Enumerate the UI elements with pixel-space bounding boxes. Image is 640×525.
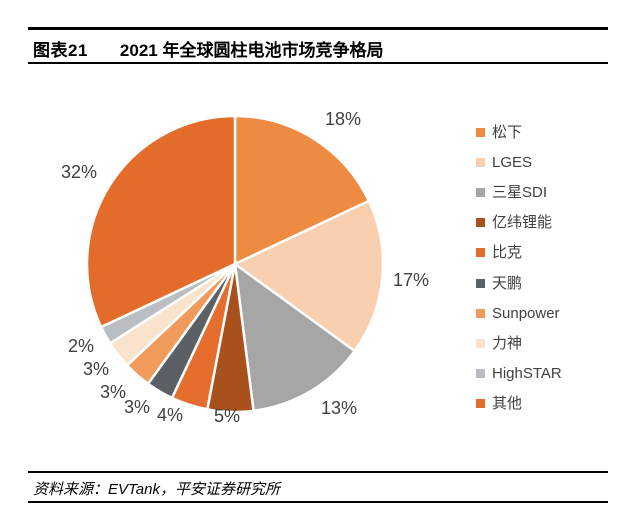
legend-swatch-icon bbox=[476, 248, 485, 258]
chart-legend: 松下 LGES 三星SDI 亿纬锂能比克天鹏 Sunpower 力神 HighSTAR 其他 bbox=[476, 117, 562, 419]
legend-item-天鹏: 天鹏 bbox=[476, 268, 562, 298]
legend-label: 比克 bbox=[492, 244, 523, 262]
slice-label-力神: 3% bbox=[82, 359, 110, 379]
title-divider-rule bbox=[28, 62, 608, 64]
slice-label-比克: 4% bbox=[156, 405, 184, 425]
legend-swatch-icon bbox=[476, 308, 485, 318]
figure-number: 图表21 bbox=[33, 41, 88, 60]
legend-label: LGES bbox=[492, 153, 533, 171]
figure-header: 图表21 2021 年全球圆柱电池市场竞争格局 bbox=[33, 36, 383, 61]
pie-slice-LGES bbox=[233, 199, 385, 353]
slice-label-其他: 32% bbox=[60, 162, 98, 182]
legend-swatch-icon bbox=[476, 187, 485, 197]
slice-label-三星SDI: 13% bbox=[320, 398, 358, 418]
legend-label: 其他 bbox=[492, 395, 523, 413]
legend-label: 力神 bbox=[492, 334, 523, 352]
legend-swatch-icon bbox=[476, 127, 485, 137]
slice-label-松下: 18% bbox=[324, 109, 362, 129]
legend-label: 松下 bbox=[492, 123, 523, 141]
legend-item-其他: 其他 bbox=[476, 389, 562, 419]
legend-label: 亿纬锂能 bbox=[492, 214, 553, 232]
pie-slice-其他 bbox=[85, 114, 237, 329]
legend-swatch-icon bbox=[476, 278, 485, 288]
legend-label: 天鹏 bbox=[492, 274, 523, 292]
slice-label-天鹏: 3% bbox=[123, 397, 151, 417]
legend-item-亿纬锂能: 亿纬锂能 bbox=[476, 208, 562, 238]
legend-label: Sunpower bbox=[492, 304, 560, 322]
legend-swatch-icon bbox=[476, 369, 485, 379]
slice-label-亿纬锂能: 5% bbox=[213, 406, 241, 426]
legend-swatch-icon bbox=[476, 338, 485, 348]
legend-label: 三星SDI bbox=[492, 183, 548, 201]
source-note: 资料来源：EVTank，平安证券研究所 bbox=[33, 481, 280, 498]
legend-item-松下: 松下 bbox=[476, 117, 562, 147]
legend-item-LGES: LGES bbox=[476, 147, 562, 177]
legend-item-三星SDI: 三星SDI bbox=[476, 177, 562, 207]
source-top-rule bbox=[28, 471, 608, 473]
legend-item-Sunpower: Sunpower bbox=[476, 298, 562, 328]
pie-slice-三星SDI bbox=[233, 262, 356, 413]
slice-label-LGES: 17% bbox=[392, 270, 430, 290]
legend-item-HighSTAR: HighSTAR bbox=[476, 359, 562, 389]
legend-swatch-icon bbox=[476, 218, 485, 228]
legend-swatch-icon bbox=[476, 157, 485, 167]
slice-label-Sunpower: 3% bbox=[99, 382, 127, 402]
bottom-rule bbox=[28, 501, 608, 503]
legend-swatch-icon bbox=[476, 399, 485, 409]
legend-item-力神: 力神 bbox=[476, 328, 562, 358]
legend-label: HighSTAR bbox=[492, 365, 562, 383]
top-rule bbox=[28, 27, 608, 30]
pie-slice-松下 bbox=[233, 114, 371, 266]
figure-title: 2021 年全球圆柱电池市场竞争格局 bbox=[119, 41, 384, 60]
legend-item-比克: 比克 bbox=[476, 238, 562, 268]
slice-label-HighSTAR: 2% bbox=[67, 336, 95, 356]
